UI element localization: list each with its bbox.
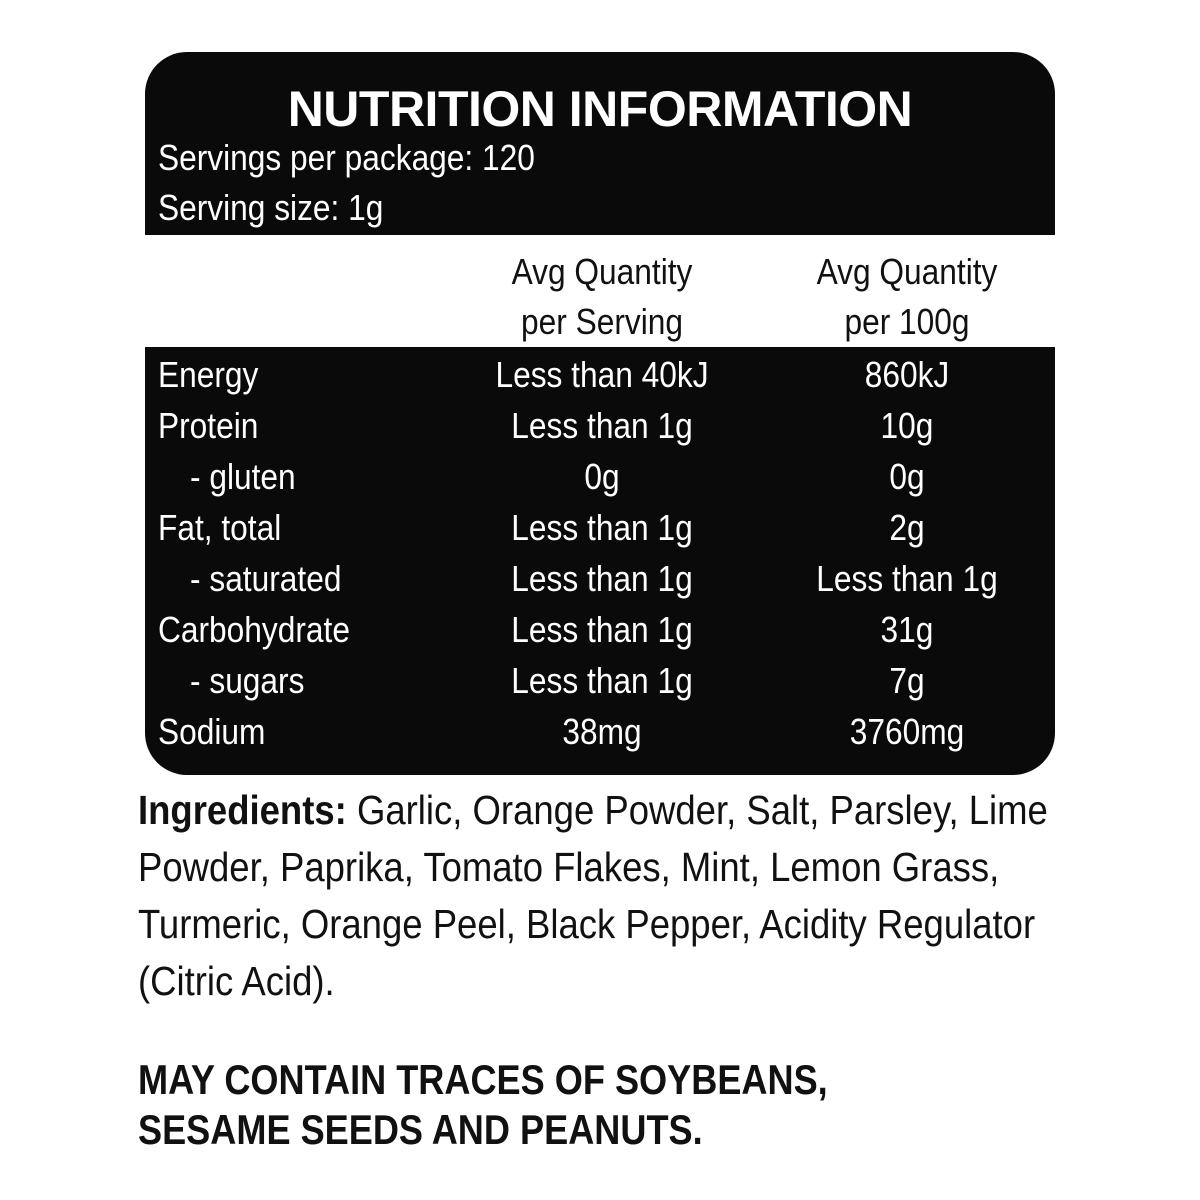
per-serving-value: Less than 1g [511,660,693,701]
nutrient-row: - sugars Less than 1g 7g [145,660,1055,711]
nutrient-name: - sugars [190,660,305,701]
nutrient-name: Protein [158,405,259,446]
header-line: per Serving [520,301,684,342]
header-line: Avg Quantity [511,251,693,292]
per-serving-value: Less than 40kJ [495,354,709,395]
ingredients-label: Ingredients: [138,787,347,833]
nutrient-row: Carbohydrate Less than 1g 31g [145,609,1055,660]
nutrient-name: - gluten [190,456,296,497]
per-serving-value: Less than 1g [511,405,693,446]
per-serving-value: 0g [584,456,620,497]
header-line: per 100g [844,301,970,342]
servings-per-package: Servings per package: 120 [158,137,535,178]
serving-size: Serving size: 1g [158,187,384,228]
per-serving-value: 38mg [562,711,642,752]
allergen-line: MAY CONTAIN TRACES OF SOYBEANS, [138,1056,828,1103]
per-100g-value: Less than 1g [816,558,998,599]
nutrient-row: - saturated Less than 1g Less than 1g [145,558,1055,609]
nutrient-row: Energy Less than 40kJ 860kJ [145,354,1055,405]
per-serving-value: Less than 1g [511,507,693,548]
nutrient-name: Sodium [158,711,266,752]
column-header-band: Avg Quantity per Serving Avg Quantity pe… [145,235,1055,347]
nutrient-row: Fat, total Less than 1g 2g [145,507,1055,558]
nutrition-panel: NUTRITION INFORMATION Servings per packa… [145,52,1055,775]
nutrient-row: Protein Less than 1g 10g [145,405,1055,456]
per-100g-value: 10g [880,405,934,446]
per-100g-value: 31g [880,609,934,650]
per-100g-value: 2g [889,507,925,548]
per-serving-value: Less than 1g [511,609,693,650]
per-100g-value: 860kJ [864,354,950,395]
ingredients-list: Garlic, Orange Powder, Salt, Parsley, Li… [138,787,1048,1004]
per-100g-value: 7g [889,660,925,701]
per-100g-value: 3760mg [849,711,965,752]
allergen-statement: MAY CONTAIN TRACES OF SOYBEANS, SESAME S… [138,1055,1032,1155]
per-100g-value: 0g [889,456,925,497]
panel-title: NUTRITION INFORMATION [287,81,913,137]
nutrient-name: Fat, total [158,507,282,548]
nutrient-name: - saturated [190,558,342,599]
nutrient-row: - gluten 0g 0g [145,456,1055,507]
nutrient-row: Sodium 38mg 3760mg [145,711,1055,762]
nutrient-name: Carbohydrate [158,609,350,650]
per-serving-value: Less than 1g [511,558,693,599]
ingredients-text: Ingredients: Garlic, Orange Powder, Salt… [138,782,1064,1010]
column-header-per-serving: Avg Quantity per Serving [470,247,734,347]
nutrient-name: Energy [158,354,259,395]
header-line: Avg Quantity [816,251,998,292]
allergen-line: SESAME SEEDS AND PEANUTS. [138,1106,703,1153]
column-header-per-100g: Avg Quantity per 100g [775,247,1039,347]
